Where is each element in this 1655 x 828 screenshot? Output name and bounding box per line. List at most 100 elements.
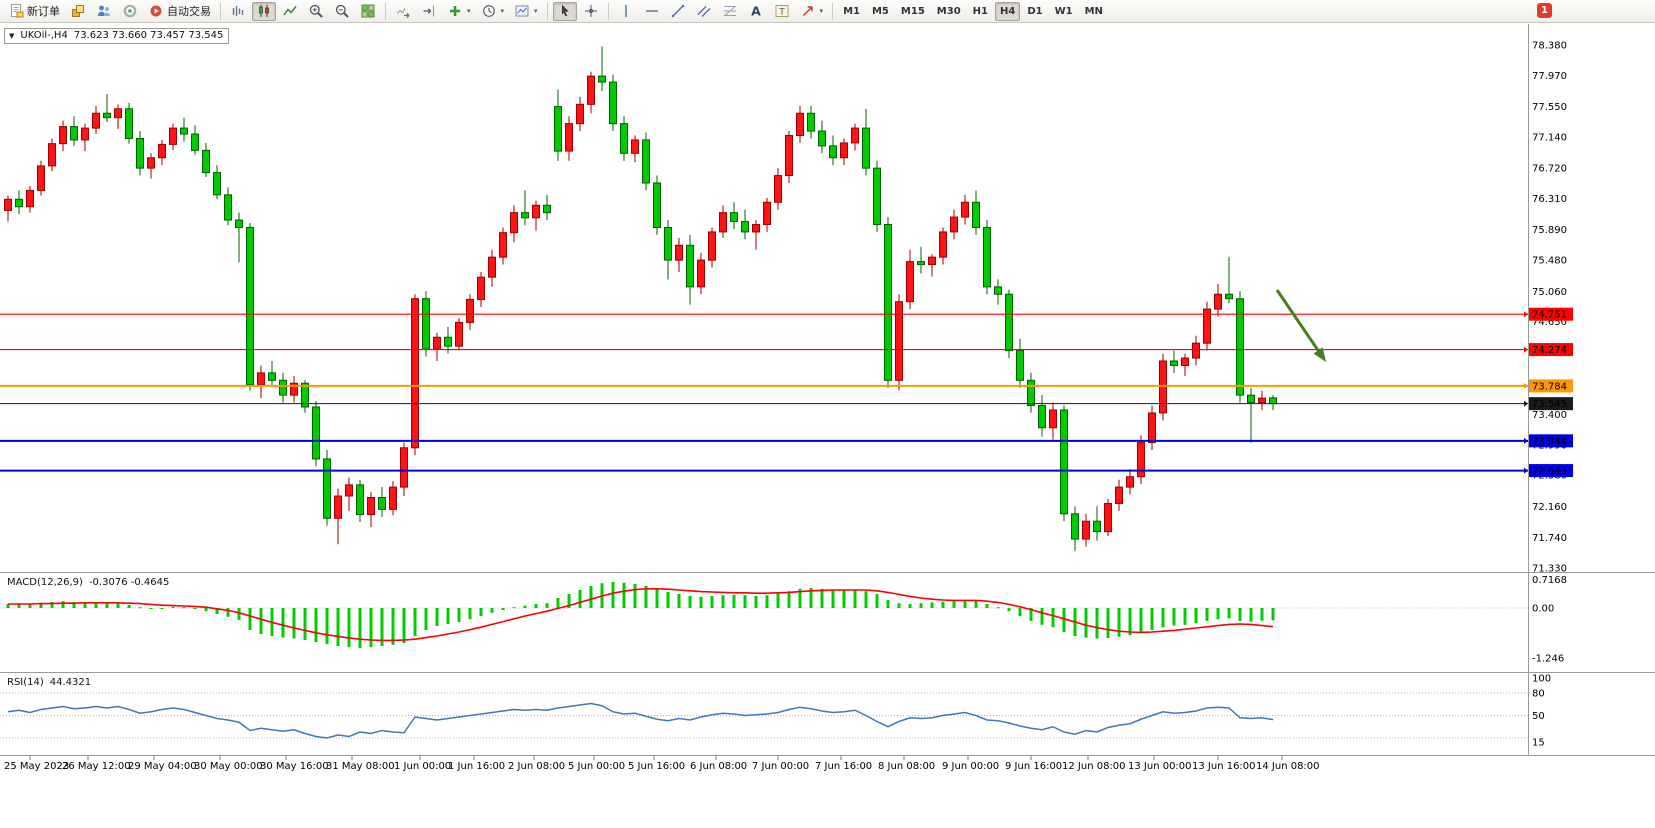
candlesticks <box>4 46 1277 551</box>
macd-bar <box>1183 608 1187 625</box>
macd-bar <box>1018 608 1022 616</box>
profiles-button[interactable] <box>92 2 116 21</box>
time-axis-label: 12 Jun 08:00 <box>1062 761 1126 772</box>
line-chart-button[interactable] <box>278 2 302 21</box>
macd-bar <box>50 602 54 608</box>
time-axis-label: 14 Jun 08:00 <box>1256 761 1320 772</box>
candle-body <box>224 194 232 221</box>
zoom-out-button[interactable] <box>330 2 354 21</box>
periods-button[interactable]: ▾ <box>477 2 509 21</box>
timeframe-m30-button[interactable]: M30 <box>932 2 966 21</box>
candle-body <box>917 261 925 266</box>
price-axis-label: 71.740 <box>1532 533 1567 544</box>
candle-body <box>851 127 859 144</box>
templates-button[interactable]: ▾ <box>510 2 542 21</box>
candle-body <box>873 167 881 226</box>
candle-body <box>653 182 661 228</box>
timeframe-m1-button[interactable]: M1 <box>838 2 865 21</box>
candlestick-chart-button[interactable] <box>252 1 276 21</box>
new-order-icon <box>11 4 24 18</box>
level-badge-text: 74.274 <box>1532 345 1567 356</box>
time-axis-label: 7 Jun 00:00 <box>752 761 809 772</box>
text-button[interactable]: A <box>744 2 768 21</box>
candle-body <box>543 204 551 214</box>
timeframe-w1-button[interactable]: W1 <box>1050 2 1078 21</box>
macd-bar <box>1062 608 1066 632</box>
crosshair-button[interactable] <box>579 2 603 21</box>
macd-bar <box>578 590 582 608</box>
timeframe-h1-button[interactable]: H1 <box>968 2 993 21</box>
price-levels[interactable]: 74.751 74.274 73.784 73.545 73.044 72.643 <box>0 307 1573 478</box>
price-axis-label: 77.140 <box>1532 132 1567 143</box>
macd-header: MACD(12,26,9) -0.3076 -0.4645 <box>7 577 169 588</box>
candle-body <box>686 244 694 288</box>
macd-bar <box>798 588 802 608</box>
macd-bar <box>941 601 945 608</box>
macd-bar <box>886 600 890 608</box>
macd-bar <box>754 596 758 608</box>
candle-body <box>730 212 738 223</box>
macd-bar <box>853 590 857 608</box>
timeframe-d1-button[interactable]: D1 <box>1022 2 1047 21</box>
candle-body <box>631 139 639 154</box>
timeframe-mn-button[interactable]: MN <box>1080 2 1108 21</box>
time-axis-label: 13 Jun 00:00 <box>1128 761 1192 772</box>
auto-scroll-button[interactable] <box>391 2 415 21</box>
macd-bar <box>116 603 120 608</box>
horizontal-line-button[interactable] <box>640 2 664 21</box>
time-axis-label: 30 May 16:00 <box>260 761 329 772</box>
cursor-button[interactable] <box>552 1 577 21</box>
market-watch-button[interactable] <box>66 2 90 21</box>
candle-body <box>807 112 815 132</box>
chart-info-box[interactable]: ▼ UKOil-,H4 73.623 73.660 73.457 73.545 <box>4 28 230 44</box>
macd-bar <box>963 600 967 608</box>
vertical-line-button[interactable] <box>614 2 638 21</box>
text-label-button[interactable]: T <box>770 2 794 21</box>
zoom-out-icon <box>335 4 349 18</box>
templates-icon <box>515 5 529 17</box>
time-axis-label: 9 Jun 16:00 <box>1005 761 1062 772</box>
community-button[interactable] <box>118 2 142 21</box>
macd-bar <box>897 603 901 608</box>
chevron-down-icon: ▾ <box>534 7 538 15</box>
macd-bar <box>985 604 989 608</box>
macd-bar <box>831 590 835 608</box>
price-axis[interactable]: 78.380 77.970 77.550 77.140 76.720 76.310 75.8… <box>1532 41 1567 749</box>
bar-chart-button[interactable] <box>226 2 250 21</box>
auto-trading-button[interactable]: 自动交易 <box>144 2 215 21</box>
candle-body <box>554 106 562 152</box>
macd-bar <box>17 603 21 608</box>
arrows-button[interactable]: ▾ <box>796 2 828 21</box>
timeframe-h4-button[interactable]: H4 <box>994 1 1021 21</box>
channel-button[interactable] <box>692 2 716 21</box>
tile-windows-button[interactable] <box>356 2 380 21</box>
time-axis-label: 6 Jun 08:00 <box>690 761 747 772</box>
notification-badge[interactable]: 1 <box>1537 3 1552 18</box>
timeframe-m15-button[interactable]: M15 <box>896 2 930 21</box>
chevron-down-icon: ▾ <box>500 7 505 15</box>
candle-body <box>906 261 914 303</box>
fibonacci-button[interactable] <box>718 2 742 21</box>
zoom-in-button[interactable] <box>304 2 328 21</box>
macd-bar <box>193 608 197 609</box>
candle-body <box>169 127 177 145</box>
time-axis-label: 13 Jun 16:00 <box>1192 761 1256 772</box>
macd-bar <box>6 604 10 608</box>
macd-bar <box>820 588 824 608</box>
trendline-button[interactable] <box>666 2 690 21</box>
macd-bar <box>688 596 692 608</box>
candle-body <box>1192 342 1200 359</box>
annotation-arrow[interactable] <box>1275 289 1326 362</box>
new-order-button[interactable]: 新订单 <box>4 2 64 21</box>
candle-body <box>1104 502 1112 533</box>
macd-bar <box>809 588 813 608</box>
macd-bar <box>226 608 230 617</box>
new-chart-button[interactable]: ▾ <box>443 2 475 21</box>
chart-shift-button[interactable] <box>417 2 441 21</box>
macd-bar <box>512 607 516 609</box>
macd-bar <box>413 608 417 636</box>
timeframe-m5-button[interactable]: M5 <box>867 2 894 21</box>
candle-body <box>532 204 540 219</box>
